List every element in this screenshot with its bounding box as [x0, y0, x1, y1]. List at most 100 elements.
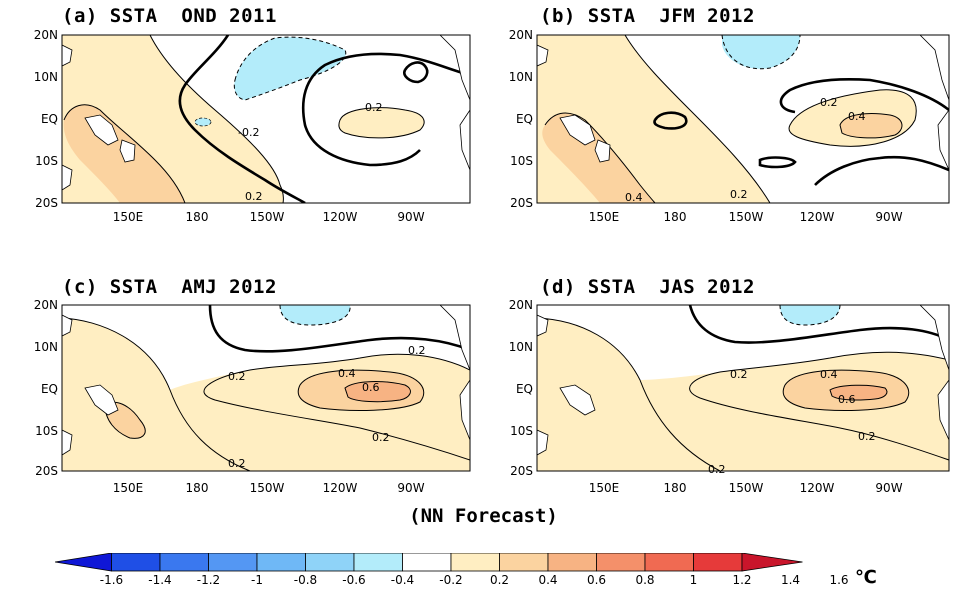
colorbar-box	[159, 553, 209, 572]
colorbar-box	[450, 553, 500, 572]
coastline	[439, 305, 470, 371]
zero-contour	[403, 61, 429, 84]
coastline	[919, 305, 949, 371]
contour-label: 0.6	[362, 381, 380, 394]
zero-contour	[814, 155, 949, 186]
colorbar-box	[256, 553, 306, 572]
map-a	[62, 35, 470, 203]
lat-tick-label: 10S	[510, 424, 533, 438]
lon-tick-label: 120W	[322, 481, 358, 495]
coastline	[459, 379, 470, 441]
coastline	[537, 429, 549, 456]
contour-line	[297, 369, 425, 411]
colorbar-tick-label: -0.2	[439, 573, 463, 587]
lon-tick-label: 150W	[728, 210, 764, 224]
contour-line	[624, 35, 771, 203]
lon-tick-label: 90W	[397, 210, 425, 224]
colorbar-tick-label: -1.6	[99, 573, 124, 587]
contour-label: 0.2	[858, 430, 876, 443]
coastline	[937, 109, 949, 171]
zero-contour	[688, 305, 949, 344]
cool-region	[194, 117, 212, 127]
coastline	[62, 44, 73, 67]
coastline	[919, 35, 949, 101]
lon-tick-label: 120W	[799, 481, 835, 495]
colorbar-box	[644, 553, 694, 572]
contour-line	[544, 112, 656, 203]
contour-line	[839, 113, 903, 139]
colorbar-arrow-low	[55, 553, 112, 572]
colorbar-tick-label: 0.4	[538, 573, 558, 587]
coastline	[119, 139, 136, 163]
warm-region	[830, 385, 887, 400]
contour-labels: 0.2 0.4 0.4 0.2	[625, 96, 866, 204]
zero-contour	[758, 156, 797, 169]
colorbar-box	[402, 553, 452, 572]
contour-label: 0.2	[372, 431, 390, 444]
lon-tick-label: 180	[663, 481, 687, 495]
lon-tick-label: 120W	[322, 210, 358, 224]
lon-tick-label: 150W	[249, 210, 285, 224]
coastline	[62, 314, 73, 337]
lat-tick-label: 20S	[35, 196, 58, 210]
lat-tick-label: 10N	[33, 340, 58, 354]
contour-label: 0.2	[228, 457, 246, 470]
contour-line	[233, 36, 347, 101]
contour-line	[788, 89, 917, 147]
panel-title: (b) SSTA JFM 2012	[540, 5, 755, 27]
lon-tick-label: 90W	[875, 210, 903, 224]
colorbar-tick-label: 0.2	[489, 573, 510, 587]
coastline	[439, 35, 470, 101]
lon-tick-label: 180	[663, 210, 687, 224]
lat-tick-label: 10N	[33, 70, 58, 84]
coastline	[84, 114, 119, 146]
colorbar-box	[353, 553, 403, 572]
coastline	[62, 429, 73, 456]
contour-line	[62, 317, 251, 471]
colorbar-box	[499, 553, 549, 572]
contour-label: 0.2	[820, 96, 838, 109]
colorbar-tick-label: -1.4	[148, 573, 172, 587]
contour-label: -0.2	[238, 126, 259, 139]
colorbar-box	[596, 553, 646, 572]
contour-line	[782, 369, 910, 411]
coastline	[594, 139, 611, 163]
zero-contour	[178, 35, 306, 203]
lon-tick-label: 90W	[397, 481, 425, 495]
contour-labels: 0.2 0.4 0.6 0.2 0.2	[708, 368, 876, 476]
colorbar-box	[547, 553, 597, 572]
contour-labels: 0.2 0.4 0.6 0.2 0.2 0.2	[228, 344, 426, 470]
colorbar-tick-label: 0.6	[586, 573, 607, 587]
lon-tick-label: 150W	[249, 481, 285, 495]
colorbar-tick-label: -1	[251, 573, 263, 587]
lat-tick-label: 10S	[35, 154, 58, 168]
lat-tick-label: 20N	[508, 28, 533, 42]
coastline	[559, 384, 596, 416]
contour-label: 0.4	[848, 110, 866, 123]
colorbar-tick-label: 1.6	[829, 573, 849, 587]
warm-region	[345, 381, 411, 402]
lat-tick-label: 10S	[510, 154, 533, 168]
colorbar-tick-label: 1.2	[732, 573, 752, 587]
colorbar-box	[693, 553, 743, 572]
lon-tick-label: 150E	[112, 481, 144, 495]
colorbar-box	[111, 553, 161, 572]
lon-tick-label: 150W	[728, 481, 764, 495]
coastline	[62, 164, 73, 191]
lat-tick-label: EQ	[515, 112, 533, 126]
colorbar-arrow-high	[741, 553, 803, 572]
lat-tick-label: 20S	[510, 196, 533, 210]
cool-region	[780, 305, 840, 325]
contour-label: 0.2	[708, 463, 726, 476]
map-d	[537, 305, 949, 471]
contour-line	[344, 381, 411, 403]
coastline	[537, 314, 549, 337]
lat-tick-label: 20N	[33, 298, 58, 312]
lat-tick-label: 10N	[508, 340, 533, 354]
colorbar-tick-label: -0.6	[342, 573, 366, 587]
lon-tick-label: 180	[185, 481, 209, 495]
contour-line	[779, 305, 841, 326]
colorbar-tick-label: -0.4	[390, 573, 415, 587]
contour-line	[537, 317, 721, 471]
